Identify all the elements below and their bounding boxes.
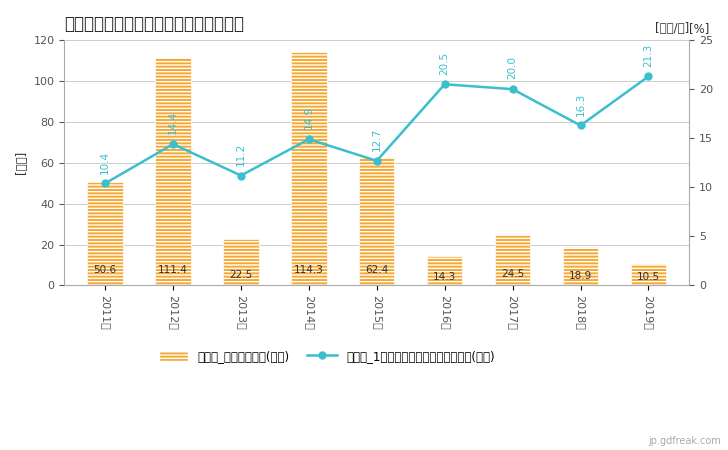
Text: 10.5: 10.5 xyxy=(637,272,660,282)
Text: 62.4: 62.4 xyxy=(365,265,389,275)
Text: 非木造建築物の工事費予定額合計の推移: 非木造建築物の工事費予定額合計の推移 xyxy=(64,15,245,33)
Text: [万円/㎡]: [万円/㎡] xyxy=(655,22,689,35)
Bar xyxy=(630,264,666,285)
Text: 50.6: 50.6 xyxy=(94,265,116,275)
Text: 14.3: 14.3 xyxy=(433,272,456,282)
Text: 16.3: 16.3 xyxy=(576,93,585,116)
Text: 24.5: 24.5 xyxy=(501,270,524,279)
Bar xyxy=(359,158,395,285)
Text: jp.gdfreak.com: jp.gdfreak.com xyxy=(648,436,721,446)
Text: 14.4: 14.4 xyxy=(168,111,178,135)
Text: 10.4: 10.4 xyxy=(100,151,110,174)
Text: 114.3: 114.3 xyxy=(294,265,324,275)
Text: 18.9: 18.9 xyxy=(569,271,592,281)
Text: 11.2: 11.2 xyxy=(236,143,246,166)
Legend: 非木造_工事費予定額(左軸), 非木造_1平米当たり平均工事費予定額(右軸): 非木造_工事費予定額(左軸), 非木造_1平米当たり平均工事費予定額(右軸) xyxy=(154,345,499,368)
Bar xyxy=(427,256,462,285)
Bar xyxy=(563,247,598,285)
Text: 12.7: 12.7 xyxy=(372,128,381,151)
Text: 14.9: 14.9 xyxy=(304,106,314,130)
Text: 111.4: 111.4 xyxy=(158,265,188,275)
Y-axis label: [億円]: [億円] xyxy=(15,151,28,175)
Text: 21.3: 21.3 xyxy=(644,44,654,67)
Text: 20.0: 20.0 xyxy=(507,56,518,80)
Bar xyxy=(495,235,530,285)
Bar xyxy=(155,58,191,285)
Bar xyxy=(223,239,258,285)
Text: 20.5: 20.5 xyxy=(440,51,450,75)
Bar xyxy=(87,182,123,285)
Bar xyxy=(291,52,327,285)
Text: 22.5: 22.5 xyxy=(229,270,253,280)
Text: [%]: [%] xyxy=(689,22,710,35)
